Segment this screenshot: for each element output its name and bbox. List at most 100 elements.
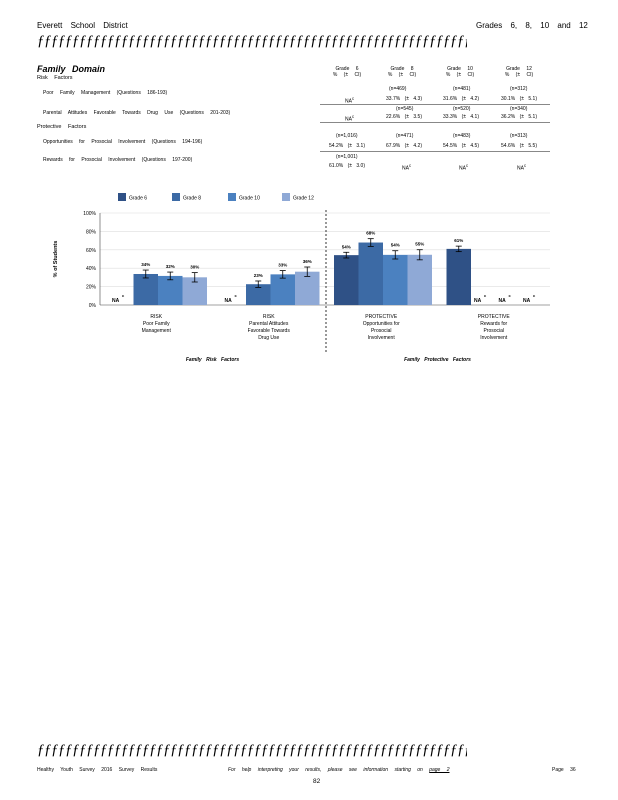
cell-n: (n=312) [510, 86, 528, 92]
cell-n: (n=1,016) [336, 133, 358, 139]
row-label-parental-attitudes: Parental Attitudes Favorable Towards Dru… [43, 110, 231, 116]
legend-swatch-0 [118, 193, 126, 201]
col-header-grade-10: Grade 10% (± CI) [445, 66, 475, 78]
group-title: Family Protective Factors [404, 357, 471, 363]
footer-help-text: For help interpreting your results, plea… [228, 767, 450, 773]
y-tick-label: 80% [86, 229, 97, 235]
section-title: Family Domain [37, 64, 106, 74]
cell-pct: 61.0% (± 3.0) [329, 163, 365, 169]
legend-swatch-1 [172, 193, 180, 201]
cell-n: (n=545) [396, 106, 414, 112]
bar-value-label: 55% [415, 242, 424, 247]
col-header-grade-6: Grade 6% (± CI) [332, 66, 362, 78]
category-label: Rewards for [480, 321, 507, 327]
cell-n: (n=1,001) [336, 154, 358, 160]
bar-value-label: 23% [254, 273, 263, 278]
category-label: Drug Use [258, 335, 279, 341]
bar-value-label: 54% [342, 244, 351, 249]
footer-page-number: 82 [313, 778, 321, 785]
bar [133, 273, 158, 305]
bar [295, 271, 320, 305]
family-domain-chart: 0% 20% 40% 60% 80% 100% % of Students Grade 6 Gr… [53, 193, 550, 363]
row-divider [320, 151, 550, 152]
bar [358, 242, 383, 305]
y-tick-label: 20% [86, 285, 97, 291]
legend-label: Grade 12 [293, 196, 314, 202]
group-title: Family Risk Factors [186, 357, 239, 363]
na-footnote: c [122, 293, 125, 298]
help-page-link[interactable]: page 2 [429, 767, 450, 773]
legend-swatch-3 [282, 193, 290, 201]
col-header-grade-12: Grade 12% (± CI) [504, 66, 534, 78]
bar-value-label: 32% [166, 264, 175, 269]
category-label: Involvement [368, 335, 396, 341]
bar-value-label: 34% [141, 262, 150, 267]
cell-pct: 33.7% (± 4.3) [386, 96, 422, 102]
cell-pct: 31.6% (± 4.2) [443, 96, 479, 102]
cell-n: (n=469) [389, 86, 407, 92]
na-footnote: c [533, 293, 536, 298]
cell-n: (n=520) [453, 106, 471, 112]
cell-n: (n=483) [453, 133, 471, 139]
na-label: NA [523, 298, 531, 304]
cell-pct: 67.9% (± 4.2) [386, 143, 422, 149]
category-label: PROTECTIVE [478, 314, 511, 320]
y-tick-label: 60% [86, 248, 97, 254]
cell-n: (n=471) [396, 133, 414, 139]
risk-factors-label: Risk Factors [37, 75, 73, 81]
na-label: NA [112, 298, 120, 304]
na-label: NA [225, 298, 233, 304]
category-label: Prosocial [371, 328, 392, 334]
bar-value-label: 68% [366, 231, 375, 236]
bar [383, 254, 408, 305]
category-label: Opportunities for [363, 321, 400, 327]
na-label: NA [499, 298, 507, 304]
category-label: RISK [150, 314, 162, 320]
category-label: Favorable Towards [248, 328, 291, 334]
bar-value-label: 33% [278, 263, 287, 268]
na-label: NA [474, 298, 482, 304]
cell-n: (n=313) [510, 133, 528, 139]
row-label-opportunities: Opportunities for Prosocial Involvement … [43, 139, 203, 145]
y-tick-label: 40% [86, 266, 97, 272]
cell-pct: 30.1% (± 5.1) [501, 96, 537, 102]
grades-label: Grades 6, 8, 10 and 12 [476, 21, 588, 30]
col-header-grade-8: Grade 8% (± CI) [387, 66, 417, 78]
na-footnote: c [235, 293, 238, 298]
cell-n: (n=481) [453, 86, 471, 92]
protective-factors-label: Protective Factors [37, 124, 87, 130]
legend-swatch-2 [228, 193, 236, 201]
bar-value-label: 30% [190, 265, 199, 270]
row-divider [320, 122, 550, 123]
bar-value-label: 54% [391, 243, 400, 248]
cell-pct: 54.6% (± 5.5) [501, 143, 537, 149]
category-label: RISK [263, 314, 275, 320]
bar [158, 275, 183, 305]
bar [246, 284, 271, 305]
y-tick-label: 0% [89, 303, 97, 309]
bar [270, 274, 295, 305]
category-label: PROTECTIVE [365, 314, 398, 320]
cell-n: (n=340) [510, 106, 528, 112]
na-footnote: c [509, 293, 512, 298]
legend-label: Grade 6 [129, 196, 147, 202]
bar [446, 248, 471, 305]
na-footnote: c [484, 293, 487, 298]
bar-value-label: 61% [454, 238, 463, 243]
y-axis-label: % of Students [53, 241, 59, 278]
category-label: Involvement [480, 335, 508, 341]
cell-pct: 22.6% (± 3.5) [386, 114, 422, 120]
category-label: Poor Family [143, 321, 170, 327]
cell-pct: 33.3% (± 4.1) [443, 114, 479, 120]
bar [407, 254, 432, 305]
legend-label: Grade 8 [183, 196, 201, 202]
cell-pct: 36.2% (± 5.1) [501, 114, 537, 120]
category-label: Management [142, 328, 172, 334]
bar-value-label: 36% [303, 259, 312, 264]
row-label-rewards: Rewards for Prosocial Involvement (Quest… [43, 157, 193, 163]
category-label: Prosocial [483, 328, 504, 334]
footer-page-label: Page 36 [552, 767, 576, 773]
footer-survey-title: Healthy Youth Survey 2016 Survey Results [37, 767, 158, 773]
cell-pct: 54.2% (± 3.1) [329, 143, 365, 149]
row-divider [320, 104, 550, 105]
